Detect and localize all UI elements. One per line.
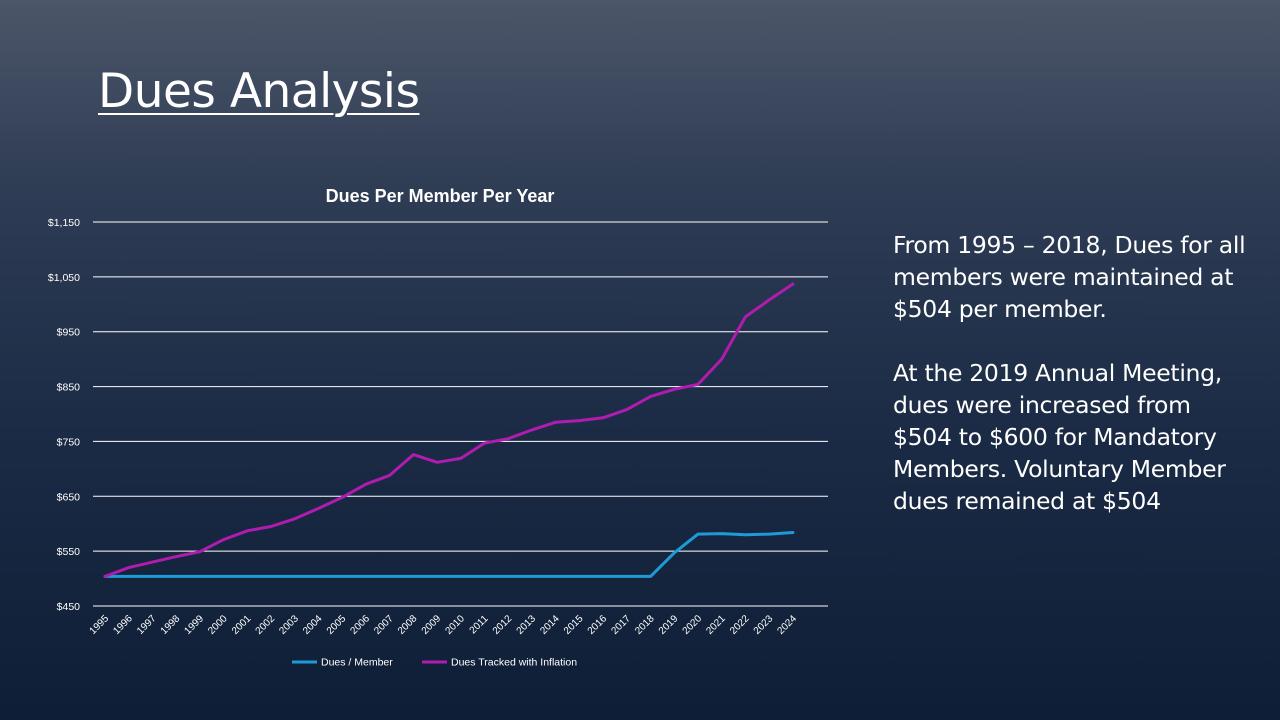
y-tick-label: $850 [57, 382, 81, 394]
x-tick-label: 2021 [704, 613, 728, 637]
x-tick-label: 2022 [728, 613, 752, 637]
chart-title: Dues Per Member Per Year [326, 186, 555, 206]
x-tick-label: 2016 [586, 613, 610, 637]
legend-label: Dues / Member [321, 657, 393, 669]
series-line-dues-per-member [103, 531, 795, 578]
x-tick-label: 2001 [230, 613, 254, 637]
y-tick-label: $750 [57, 436, 81, 448]
x-tick-label: 2006 [349, 613, 373, 637]
x-tick-label: 2010 [443, 613, 467, 637]
legend-label: Dues Tracked with Inflation [451, 657, 577, 669]
x-tick-label: 2018 [633, 613, 657, 637]
y-tick-label: $1,050 [48, 272, 80, 284]
x-tick-label: 1999 [182, 613, 206, 637]
x-tick-label: 2019 [657, 613, 681, 637]
x-tick-label: 2015 [562, 613, 586, 637]
x-tick-label: 2023 [752, 613, 776, 637]
x-tick-label: 2009 [420, 613, 444, 637]
y-tick-label: $950 [57, 327, 81, 339]
y-tick-label: $450 [57, 601, 81, 613]
x-tick-label: 2013 [515, 613, 539, 637]
x-tick-label: 2007 [372, 613, 396, 637]
x-tick-label: 2017 [609, 613, 633, 637]
line-chart: Dues Per Member Per Year $450 $550 $650 $75… [48, 186, 799, 669]
x-tick-label: 2003 [277, 613, 301, 637]
x-tick-label: 1997 [135, 613, 159, 637]
x-tick-label: 1998 [159, 613, 183, 637]
x-tick-label: 1995 [88, 613, 112, 637]
note-dues-history: From 1995 – 2018, Dues for all members w… [893, 231, 1246, 323]
slide-title: Dues Analysis [98, 64, 420, 119]
x-tick-label: 2024 [775, 613, 799, 637]
x-tick-label: 2004 [301, 613, 325, 637]
x-tick-label: 2002 [254, 613, 278, 637]
x-tick-label: 1996 [111, 613, 135, 637]
x-tick-label: 2005 [325, 613, 349, 637]
x-tick-label: 2014 [538, 613, 562, 637]
y-tick-label: $1,150 [48, 217, 80, 229]
note-dues-increase: At the 2019 Annual Meeting, dues were in… [893, 359, 1226, 515]
y-tick-label: $650 [57, 491, 81, 503]
x-tick-label: 2011 [468, 613, 491, 636]
x-tick-label: 2008 [396, 613, 420, 637]
x-tick-label: 2012 [491, 613, 515, 637]
series-line-dues-tracked-inflation [103, 282, 795, 578]
y-tick-label: $550 [57, 546, 81, 558]
x-tick-label: 2020 [681, 613, 705, 637]
x-tick-label: 2000 [206, 613, 230, 637]
